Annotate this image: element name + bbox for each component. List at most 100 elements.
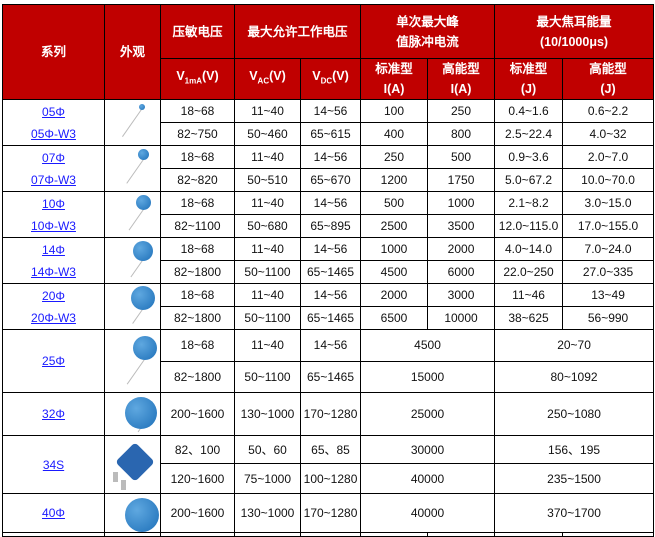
table-row: 20Φ 20Φ-W3 18~68 11~40 14~56 2000 3000 11~46 13~… xyxy=(2,283,655,330)
value-cell: 27.0~335 xyxy=(562,260,655,284)
header-energy-high: 高能型 (J) xyxy=(562,58,655,100)
series-link[interactable]: 07Φ-W3 xyxy=(31,172,76,187)
value-cell: 800 xyxy=(427,122,496,146)
series-link[interactable]: 20Φ xyxy=(42,288,65,303)
value-cell: 50、60 xyxy=(234,434,301,465)
value-cell: 3.0~15.0 xyxy=(562,191,655,215)
value-cell: 200~1600 xyxy=(160,392,235,436)
series-link[interactable]: 10Φ xyxy=(42,196,65,211)
value-cell: 65~1465 xyxy=(299,260,362,284)
value-cell: 50~460 xyxy=(234,122,301,146)
series-link[interactable]: 14Φ xyxy=(42,242,65,257)
value-cell: 18~68 xyxy=(160,237,235,261)
table-row: 32Φ 200~1600 130~1000 170~1280 25000 250~1080 xyxy=(2,392,655,436)
value-cell: 11~46 xyxy=(494,283,564,307)
varistor-disc-5mm-icon xyxy=(105,100,160,145)
value-cell: 130~1000 xyxy=(234,392,301,436)
value-cell: 11~40 xyxy=(234,283,301,307)
series-link[interactable]: 10Φ-W3 xyxy=(31,218,76,233)
header-current-standard: 标准型 I(A) xyxy=(360,58,429,100)
value-cell: 14~56 xyxy=(299,283,362,307)
value-cell: 82~1800 xyxy=(160,360,235,393)
value-cell: 18~68 xyxy=(160,191,235,215)
appearance-cell xyxy=(104,237,161,284)
value-cell: 65~1465 xyxy=(299,360,362,393)
series-link[interactable]: 32Φ xyxy=(42,407,65,421)
table-row: 14Φ 14Φ-W3 18~68 11~40 14~56 1000 2000 4.0~14.0… xyxy=(2,237,655,284)
series-link[interactable]: 14Φ-W3 xyxy=(31,264,76,279)
value-cell: 1000 xyxy=(427,191,496,215)
header-varistor-voltage: 压敏电压 xyxy=(160,4,235,59)
value-cell: 14~56 xyxy=(299,237,362,261)
series-cell: 10Φ 10Φ-W3 xyxy=(2,191,105,238)
value-cell: 65~615 xyxy=(299,122,362,146)
value-cell: 38~625 xyxy=(494,306,564,330)
header-peak-current: 单次最大峰 值脉冲电流 xyxy=(360,4,496,59)
value-cell: 3000 xyxy=(427,283,496,307)
value-cell: 75~1000 xyxy=(234,463,301,494)
value-cell: 56~990 xyxy=(562,306,655,330)
appearance-cell xyxy=(104,435,161,494)
value-cell: 1750 xyxy=(427,168,496,192)
value-cell: 50~1100 xyxy=(234,306,301,330)
value-cell: 11~40 xyxy=(234,237,301,261)
value-cell: 370~1700 xyxy=(494,493,655,533)
series-link[interactable]: 34S xyxy=(42,457,65,472)
value-cell: 130~1000 xyxy=(234,493,301,533)
varistor-disc-14mm-icon xyxy=(105,238,160,283)
value-cell: 250 xyxy=(360,145,429,169)
value-cell: 400 xyxy=(360,122,429,146)
value-cell: 80~1092 xyxy=(494,360,655,393)
value-cell: 10.0~70.0 xyxy=(562,168,655,192)
value-cell: 50~680 xyxy=(234,214,301,238)
value-cell: 18~68 xyxy=(160,145,235,169)
value-cell: 40000 xyxy=(360,493,496,533)
value-cell: 14~56 xyxy=(299,145,362,169)
value-cell: 14~56 xyxy=(299,99,362,123)
value-cell: 4.0~32 xyxy=(562,122,655,146)
value-cell: 10000 xyxy=(427,306,496,330)
value-cell: 18~68 xyxy=(160,283,235,307)
value-cell: 2500 xyxy=(360,214,429,238)
value-cell: 1000 xyxy=(360,237,429,261)
value-cell: 1200 xyxy=(360,168,429,192)
series-link[interactable]: 20Φ-W3 xyxy=(31,310,76,325)
series-link[interactable]: 07Φ xyxy=(42,150,65,165)
series-link[interactable]: 05Φ-W3 xyxy=(31,126,76,141)
header-max-working-voltage: 最大允许工作电压 xyxy=(233,4,362,59)
value-cell: 235~1500 xyxy=(494,463,655,494)
table-row: 82~1800 50~1100 65~1465 15000 80~1092 xyxy=(3,360,655,393)
value-cell: 65~1465 xyxy=(299,306,362,330)
varistor-disc-20mm-icon xyxy=(105,284,160,329)
value-cell: 250~1080 xyxy=(494,392,655,436)
value-cell: 30000 xyxy=(360,434,496,465)
value-cell: 2.0~7.0 xyxy=(562,145,655,169)
value-cell: 2000 xyxy=(360,283,429,307)
series-link[interactable]: 25Φ xyxy=(42,354,65,368)
value-cell: 15000 xyxy=(360,360,496,393)
value-cell: 20~70 xyxy=(494,329,655,362)
series-link[interactable]: 40Φ xyxy=(42,506,65,520)
value-cell: 100 xyxy=(360,99,429,123)
value-cell: 0.6~2.2 xyxy=(562,99,655,123)
appearance-cell xyxy=(104,283,161,330)
value-cell: 120~1600 xyxy=(160,463,235,494)
value-cell: 170~1280 xyxy=(299,392,362,436)
table-row: 82~1100 50~680 65~895 2500 3500 12.0~115.0 17.… xyxy=(3,214,655,238)
value-cell: 17.0~155.0 xyxy=(562,214,655,238)
value-cell: 11~40 xyxy=(234,99,301,123)
table-row: 07Φ 07Φ-W3 18~68 11~40 14~56 250 500 0.9~3.6 2.0… xyxy=(2,145,655,192)
value-cell: 2000 xyxy=(427,237,496,261)
table-row: 82~750 50~460 65~615 400 800 2.5~22.4 4.0~32 xyxy=(3,122,655,146)
varistor-square-34s-icon xyxy=(105,436,160,493)
value-cell: 250 xyxy=(427,99,496,123)
series-link[interactable]: 05Φ xyxy=(42,104,65,119)
value-cell: 14~56 xyxy=(299,329,362,362)
value-cell: 50~510 xyxy=(234,168,301,192)
value-cell: 25000 xyxy=(360,392,496,436)
appearance-cell xyxy=(104,329,161,393)
varistor-spec-table: 系列 外观 压敏电压 最大允许工作电压 单次最大峰 值脉冲电流 最大焦耳能量 (10… xyxy=(2,4,655,537)
header-appearance: 外观 xyxy=(104,4,161,100)
table-row: 05Φ 05Φ-W3 18~68 11~40 14~56 100 250 0.4~1.6 0.6… xyxy=(2,99,655,146)
value-cell: 500 xyxy=(427,145,496,169)
